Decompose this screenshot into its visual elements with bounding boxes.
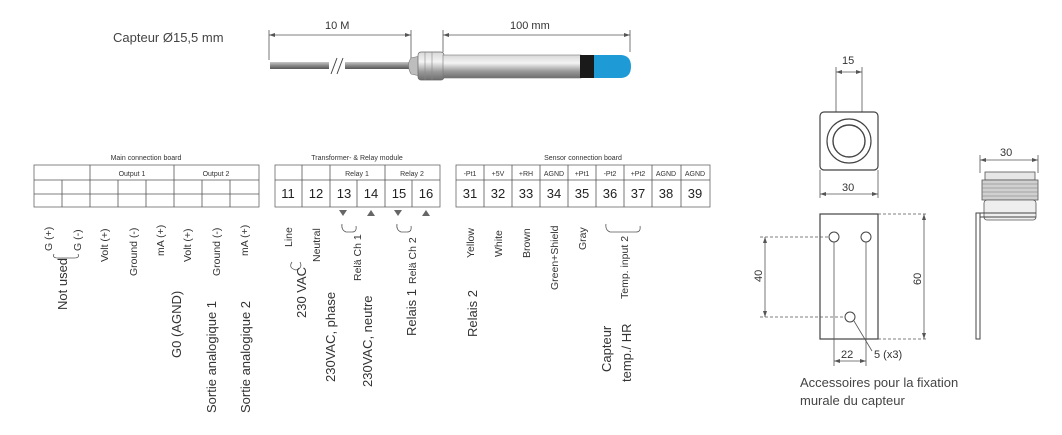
sensor-board-title: Sensor connection board — [544, 155, 622, 162]
dim-60: 60 — [912, 273, 924, 285]
group-label: Sortie analogique 2 — [238, 301, 253, 413]
dim-30-front: 30 — [842, 182, 854, 194]
dim-22: 22 — [841, 349, 853, 361]
output1-label: Output 1 — [119, 171, 146, 178]
terminal-number: 13 — [337, 186, 351, 201]
sensor-connection-board: Sensor connection board -Pt1 +5V +RH AGN… — [455, 155, 711, 208]
terminal-label: Neutral — [311, 228, 323, 262]
terminal-number: 14 — [364, 186, 378, 201]
terminal-number: 33 — [519, 186, 533, 201]
terminal-label: G (-) — [72, 229, 84, 251]
wire-label: Brown — [521, 228, 533, 258]
signal-label: AGND — [544, 171, 564, 178]
terminal-number: 31 — [463, 186, 477, 201]
relay1-header: Relay 1 — [345, 171, 369, 178]
dim-15: 15 — [842, 55, 854, 67]
mounting-bracket: 15 30 40 60 22 5 (x3) — [753, 55, 1039, 408]
wire-label: Gray — [577, 226, 589, 250]
terminal-label: Volt (+) — [99, 228, 111, 262]
sensor-board-labels: Yellow White Brown Green+Shield Gray Tem… — [465, 223, 641, 382]
output2-label: Output 2 — [203, 171, 230, 178]
signal-label: AGND — [656, 171, 676, 178]
signal-label: +RH — [519, 171, 533, 178]
temp-hr-label: temp./ HR — [619, 323, 634, 382]
terminal-number: 34 — [547, 186, 561, 201]
wire-label: Temp. input 2 — [619, 236, 631, 299]
sensor-probe — [270, 51, 631, 81]
wire-label: Yellow — [465, 228, 477, 258]
signal-label: -Pt2 — [604, 171, 617, 178]
terminal-label: mA (+) — [239, 225, 251, 256]
group-label: 230VAC, phase — [323, 292, 338, 382]
terminal-label: Ground (-) — [128, 228, 140, 276]
group-label: 230VAC, neutre — [360, 295, 375, 387]
terminal-label: Volt (+) — [182, 228, 194, 262]
group-label: Relais 2 — [465, 290, 480, 337]
terminal-number: 16 — [419, 186, 433, 201]
terminal-number: 15 — [392, 186, 406, 201]
cable-length: 10 M — [325, 20, 349, 32]
terminal-number: 32 — [491, 186, 505, 201]
terminal-number: 38 — [659, 186, 673, 201]
main-connection-board: Main connection board Output 1 Output 2 — [33, 155, 260, 208]
terminal-number: 36 — [603, 186, 617, 201]
bracket-caption-line2: murale du capteur — [800, 393, 905, 408]
bracket-caption-line1: Accessoires pour la fixation — [800, 375, 958, 390]
sensor-caption: Capteur Ø15,5 mm — [113, 30, 224, 45]
terminal-number: 39 — [688, 186, 702, 201]
terminal-label: Relä Ch 2 — [407, 237, 419, 284]
signal-label: +5V — [492, 171, 505, 178]
terminal-label: mA (+) — [155, 225, 167, 256]
terminal-label: Ground (-) — [211, 228, 223, 276]
signal-label: +Pt2 — [631, 171, 646, 178]
group-label: Relais 1 — [404, 289, 419, 336]
relay-module: Transformer- & Relay module Relay 1 Rela… — [274, 155, 441, 216]
group-label: Sortie analogique 1 — [204, 301, 219, 413]
main-board-title: Main connection board — [111, 155, 182, 162]
wire-label: White — [493, 230, 505, 257]
capteur-label: Capteur — [599, 325, 614, 372]
terminal-label: Line — [283, 227, 295, 247]
terminal-number: 12 — [309, 186, 323, 201]
wire-label: Green+Shield — [549, 225, 561, 290]
terminal-label: G (+) — [43, 227, 55, 251]
relay-module-labels: Line Neutral Relä Ch 1 Relä Ch 2 230 VAC… — [283, 223, 480, 387]
signal-label: +Pt1 — [575, 171, 590, 178]
relay-module-title: Transformer- & Relay module — [311, 155, 403, 162]
dim-30-side: 30 — [1000, 147, 1012, 159]
terminal-label: Relä Ch 1 — [352, 234, 364, 281]
terminal-number: 35 — [575, 186, 589, 201]
group-label: G0 (AGND) — [169, 291, 184, 358]
relay2-header: Relay 2 — [400, 171, 424, 178]
group-label: 230 VAC — [294, 267, 309, 318]
group-label: Not used — [55, 258, 70, 310]
signal-label: -Pt1 — [464, 171, 477, 178]
signal-label: AGND — [685, 171, 705, 178]
main-board-terminal-labels: G (+) G (-) Volt (+) Ground (-) mA (+) V… — [43, 225, 253, 413]
probe-length: 100 mm — [510, 20, 550, 32]
terminal-number: 11 — [281, 186, 295, 201]
dim-40: 40 — [753, 270, 765, 282]
probe-dimension: 100 mm — [442, 20, 631, 52]
cable-dimension: 10 M — [268, 20, 412, 60]
terminal-number: 37 — [631, 186, 645, 201]
hole-callout: 5 (x3) — [874, 349, 902, 361]
